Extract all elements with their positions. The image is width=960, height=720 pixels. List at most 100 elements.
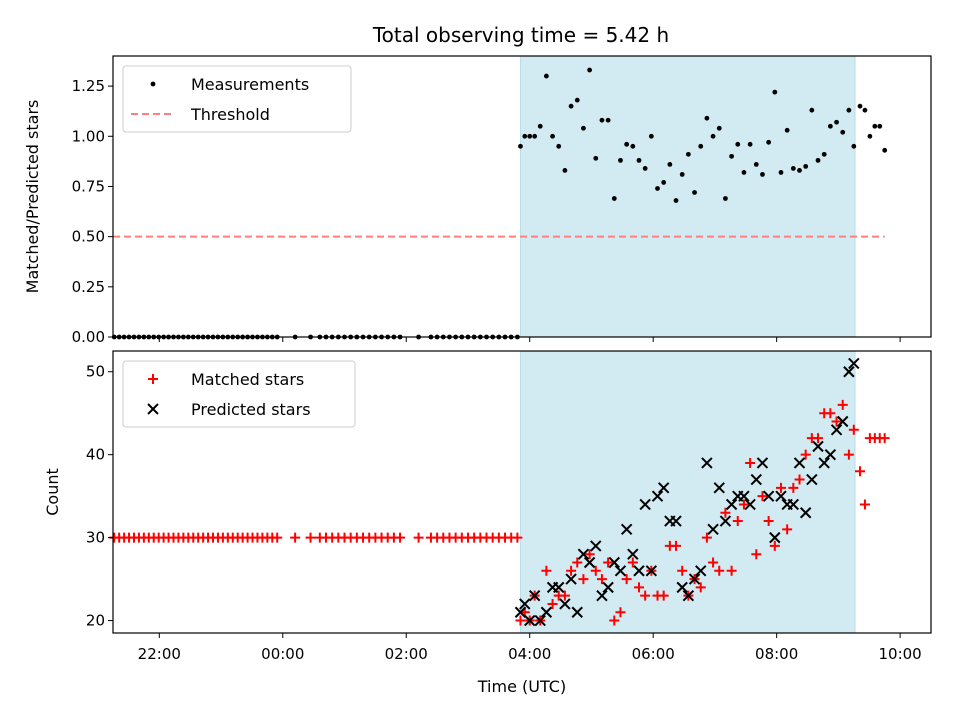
ratio-legend-label: Threshold xyxy=(190,105,270,124)
measurements-point xyxy=(642,166,648,171)
matched-stars-point xyxy=(831,416,842,427)
measurements-point xyxy=(618,157,623,163)
matched-stars-point xyxy=(603,557,614,568)
matched-stars-point xyxy=(788,482,799,493)
ratio-legend-label: Measurements xyxy=(191,75,309,94)
predicted-stars-point xyxy=(602,581,614,594)
measurements-point xyxy=(532,133,538,139)
matched-stars-point xyxy=(708,557,719,568)
predicted-stars-point xyxy=(571,606,583,618)
ratio-panel-legend: Measurements Threshold xyxy=(122,65,352,133)
measurements-point xyxy=(784,127,790,133)
predicted-stars-point xyxy=(695,565,707,577)
measurements-point xyxy=(593,155,599,161)
matched-stars-point xyxy=(413,532,424,543)
measurements-point xyxy=(827,123,833,129)
matched-stars-point xyxy=(825,408,836,419)
measurements-point xyxy=(735,141,741,147)
predicted-stars-point xyxy=(707,523,719,536)
matched-stars-point xyxy=(578,574,589,585)
measurements-point xyxy=(543,73,549,79)
matched-stars-point xyxy=(541,565,552,576)
measurements-point xyxy=(846,107,852,113)
measurements-point xyxy=(857,103,863,109)
matched-stars-point xyxy=(843,449,854,460)
predicted-stars-point xyxy=(670,515,682,527)
matched-stars-point xyxy=(621,574,632,585)
measurements-point xyxy=(661,180,667,185)
predicted-stars-point xyxy=(614,565,627,577)
predicted-stars-point xyxy=(818,457,830,469)
matched-stars-point xyxy=(290,532,301,543)
measurements-point xyxy=(587,67,593,73)
predicted-stars-point xyxy=(744,498,756,511)
predicted-stars-point xyxy=(848,357,860,370)
matched-stars-point xyxy=(720,507,731,518)
matched-stars-point xyxy=(879,433,890,444)
measurements-point xyxy=(698,143,704,149)
predicted-stars-point xyxy=(528,589,541,602)
matched-stars-point xyxy=(813,433,824,444)
matched-stars-point xyxy=(671,540,682,551)
predicted-stars-point xyxy=(565,573,577,585)
predicted-stars-point xyxy=(830,424,843,436)
matched-stars-point xyxy=(782,524,793,535)
predicted-stars-point xyxy=(627,548,639,560)
matched-stars-point xyxy=(395,532,406,543)
ratio-legend-symbol xyxy=(150,81,156,87)
matched-stars-point xyxy=(837,399,848,410)
measurements-point xyxy=(574,97,580,103)
matched-stars-point xyxy=(566,565,577,576)
matched-stars-point xyxy=(609,615,620,626)
predicted-stars-point xyxy=(608,556,621,569)
measurements-point xyxy=(679,172,685,177)
predicted-stars-point xyxy=(762,490,775,502)
predicted-stars-point xyxy=(514,606,527,618)
x-axis-label: Time (UTC) xyxy=(477,677,566,696)
measurements-point xyxy=(729,153,734,159)
predicted-stars-point xyxy=(688,573,701,585)
predicted-stars-point xyxy=(775,490,787,502)
predicted-stars-point xyxy=(633,565,645,577)
x-tick-label: 06:00 xyxy=(632,645,675,663)
matched-stars-point xyxy=(515,615,526,626)
measurements-point xyxy=(611,196,617,201)
matched-stars-point xyxy=(633,582,644,593)
matched-stars-point xyxy=(751,549,762,560)
observing-window-shade-bottom xyxy=(519,350,856,634)
matched-stars-point xyxy=(763,516,774,527)
ratio-y-tick-label: 0.50 xyxy=(72,228,105,246)
measurements-point xyxy=(648,133,654,139)
predicted-stars-point xyxy=(701,457,713,469)
x-tick-label: 00:00 xyxy=(261,645,304,663)
predicted-stars-point xyxy=(750,473,762,486)
measurements-point xyxy=(834,119,839,125)
measurements-point xyxy=(624,141,630,147)
matched-stars-point xyxy=(677,565,688,576)
ratio-panel-y-label: Matched/Predicted stars xyxy=(23,100,42,294)
count-panel-y-label: Count xyxy=(43,468,62,516)
measurements-point xyxy=(862,107,868,113)
measurements-point xyxy=(568,103,574,109)
predicted-stars-point xyxy=(843,366,855,378)
measurements-point xyxy=(518,143,523,149)
measurements-point xyxy=(704,115,710,121)
measurements-point xyxy=(753,161,759,167)
matched-stars-point xyxy=(775,482,786,493)
count-panel-x-ticks: 22:00 00:00 02:00 04:00 06:00 08:00 10:00 xyxy=(138,633,922,663)
measurements-point xyxy=(710,133,716,139)
measurements-point xyxy=(527,133,533,139)
matched-stars-point xyxy=(305,532,316,543)
matched-stars-point xyxy=(745,457,756,468)
matched-stars-point xyxy=(590,565,601,576)
predicted-stars-point xyxy=(725,498,738,511)
predicted-stars-point xyxy=(769,531,781,544)
measurements-point xyxy=(685,151,691,157)
measurements-point xyxy=(605,117,611,123)
measurements-point xyxy=(766,139,772,145)
predicted-stars-point xyxy=(553,581,565,594)
matched-stars-point xyxy=(859,499,870,510)
matched-stars-point xyxy=(615,607,626,618)
measurements-point xyxy=(747,141,753,147)
count-panel-marks xyxy=(109,357,890,627)
